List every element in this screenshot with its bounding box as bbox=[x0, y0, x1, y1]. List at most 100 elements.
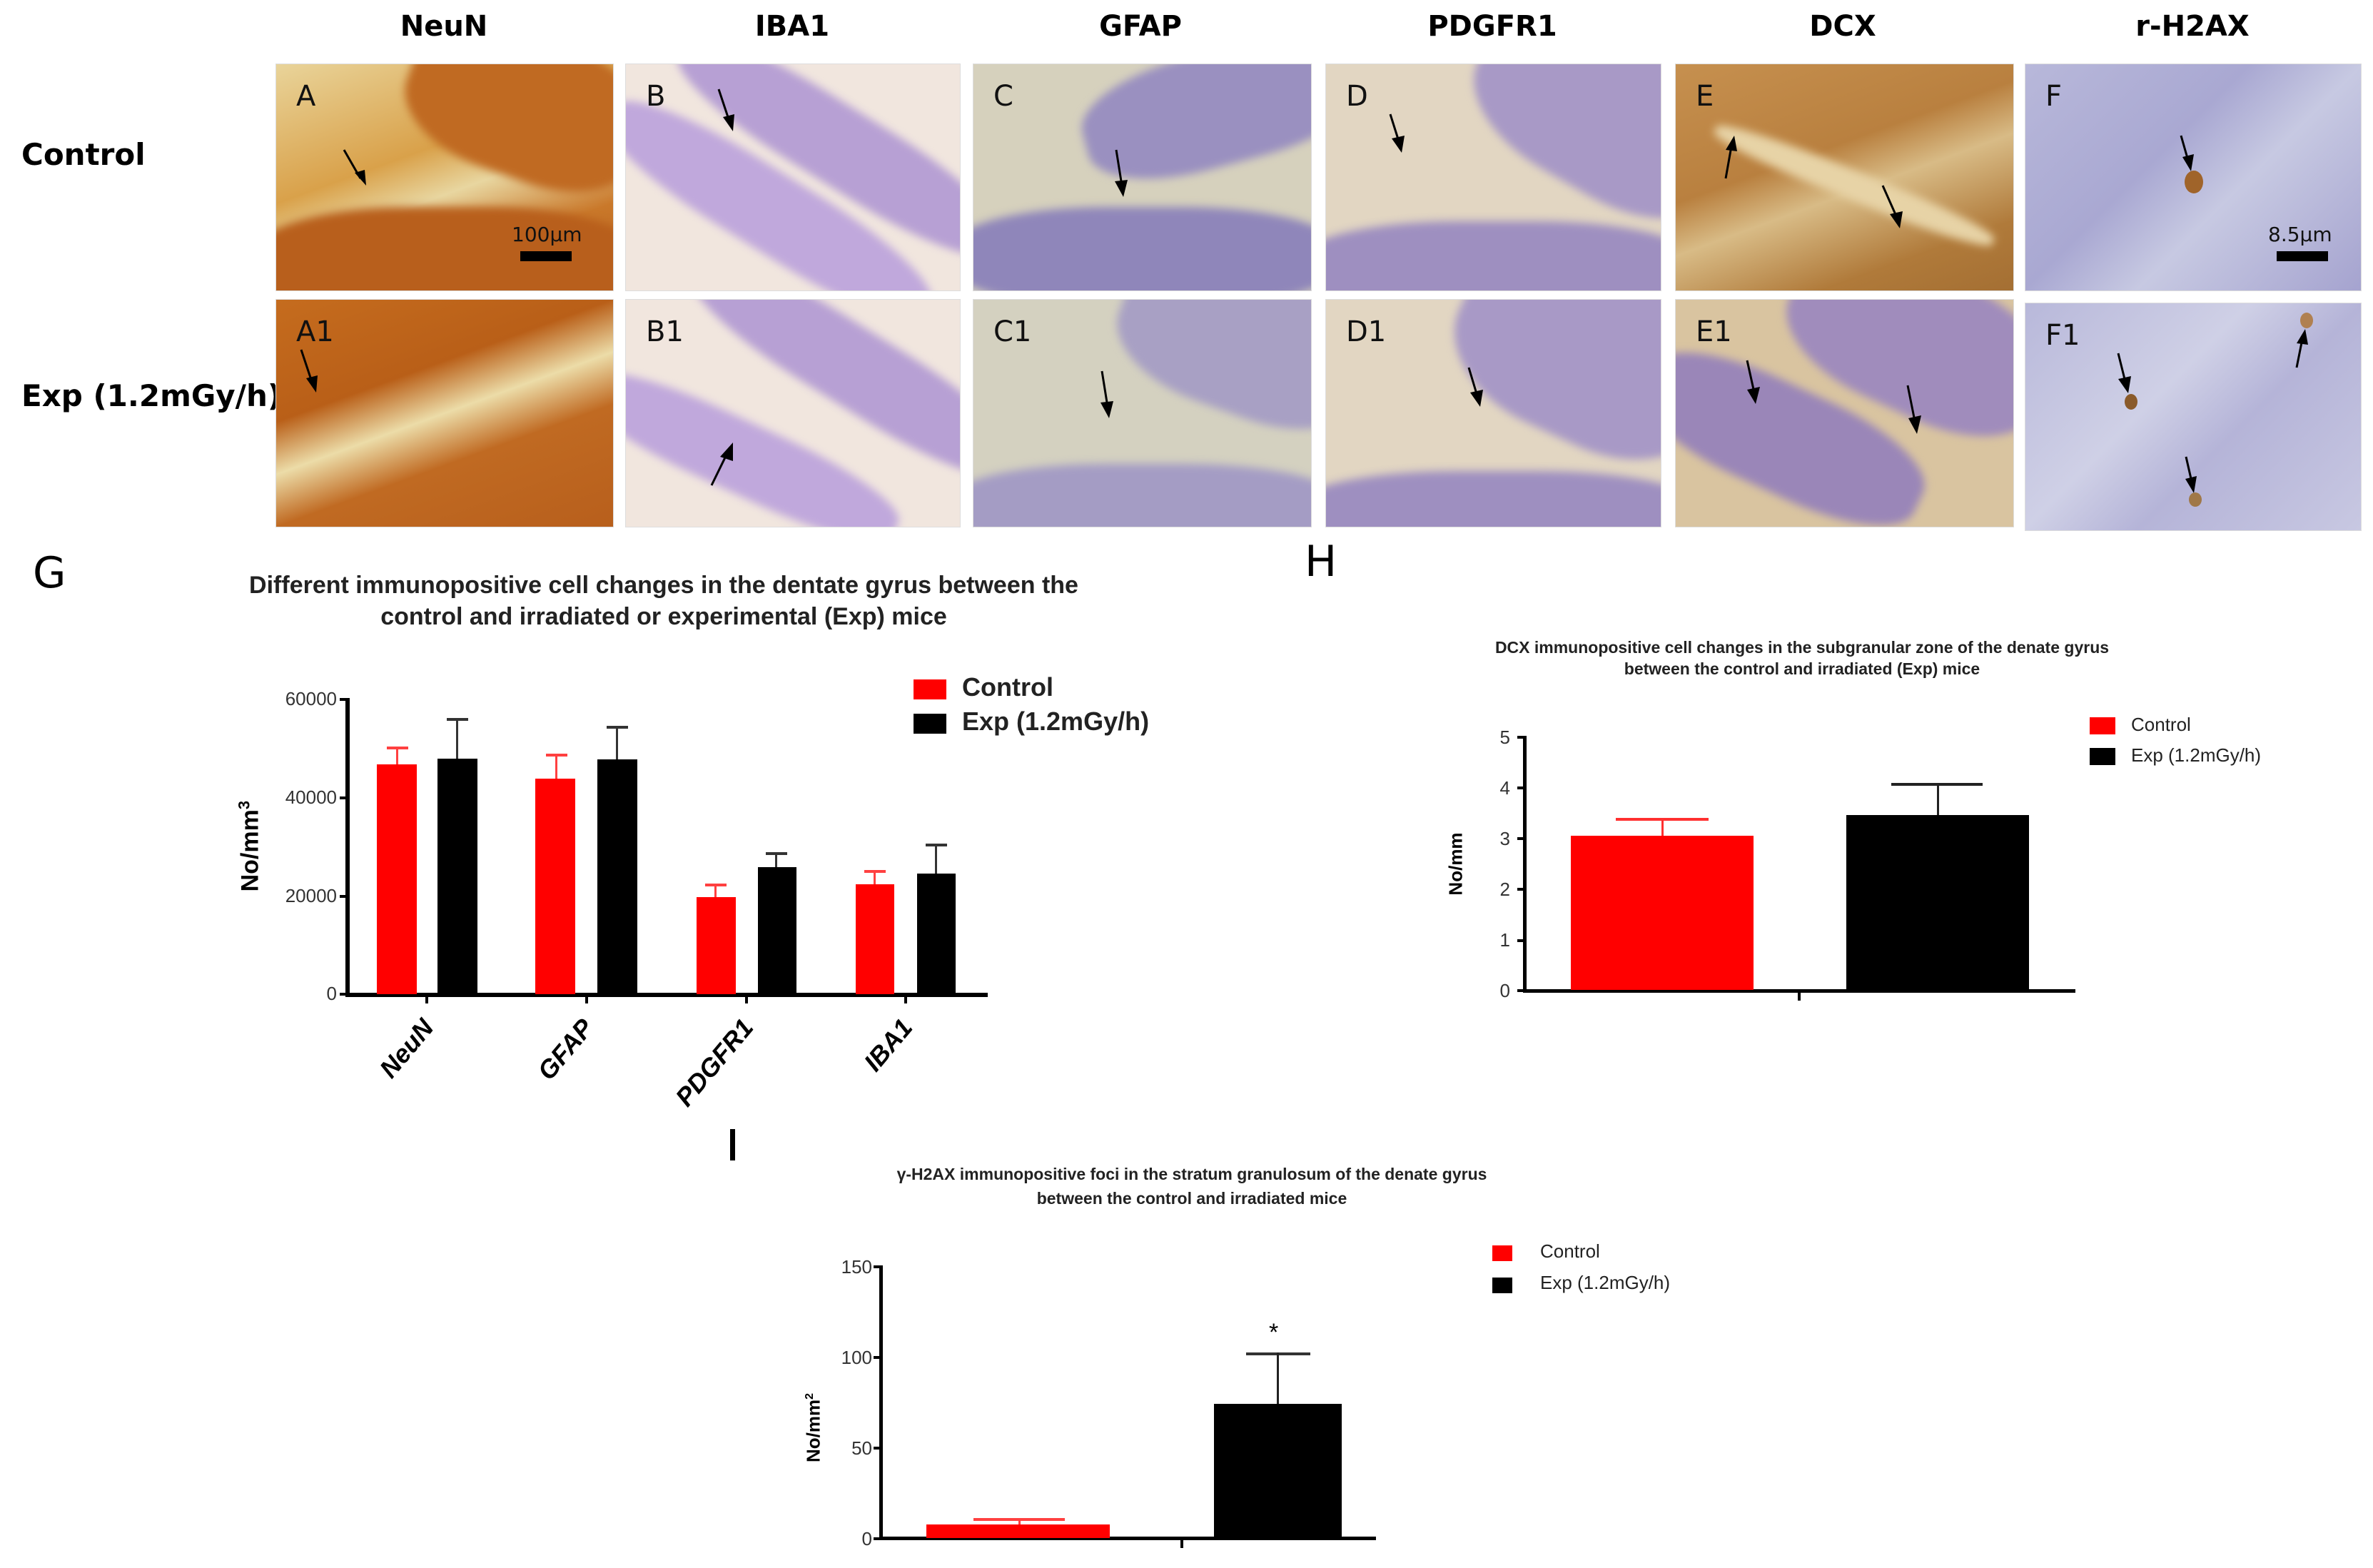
micrograph-a: A 100µm bbox=[275, 64, 614, 291]
y-tick-label: 20000 bbox=[285, 885, 337, 906]
y-tick bbox=[874, 1447, 882, 1450]
x-tick bbox=[904, 996, 907, 1003]
scale-bar-label: 100µm bbox=[512, 223, 582, 246]
y-axis bbox=[1523, 736, 1527, 993]
micrograph-e: E bbox=[1675, 64, 2014, 291]
error-bar bbox=[1661, 818, 1664, 836]
micrograph-f1: F1 bbox=[2025, 303, 2362, 531]
y-tick-label: 5 bbox=[1499, 727, 1510, 748]
chart-i-title-line1: γ-H2AX immunopositive foci in the stratu… bbox=[896, 1165, 1487, 1183]
y-tick-label: 1 bbox=[1499, 929, 1510, 951]
tissue-band bbox=[973, 207, 1311, 290]
micrograph-f: F 8.5µm bbox=[2025, 64, 2362, 291]
bar-pdgfr1-control bbox=[697, 897, 736, 994]
bar-neun-exp bbox=[437, 759, 477, 994]
chart-i-title: γ-H2AX immunopositive foci in the stratu… bbox=[785, 1162, 1599, 1210]
y-tick bbox=[1517, 939, 1526, 942]
bar-neun-control bbox=[377, 764, 417, 994]
y-tick-label: 0 bbox=[1499, 980, 1510, 1001]
x-tick bbox=[745, 996, 748, 1003]
arrow-icon bbox=[717, 88, 734, 131]
legend-swatch-control bbox=[2090, 717, 2115, 734]
panel-letter: B1 bbox=[646, 315, 684, 348]
y-tick bbox=[1517, 837, 1526, 840]
error-bar bbox=[935, 844, 937, 874]
arrow-icon bbox=[1746, 360, 1921, 434]
micrograph-b: B bbox=[625, 64, 961, 291]
bar-pdgfr1-exp bbox=[758, 867, 796, 994]
tissue-band bbox=[1326, 221, 1661, 290]
arrow-icon bbox=[1467, 367, 1483, 407]
panel-letter: E1 bbox=[1696, 315, 1732, 348]
scale-bar-label: 8.5µm bbox=[2268, 223, 2332, 246]
y-tick bbox=[874, 1265, 882, 1268]
y-tick-label: 3 bbox=[1499, 828, 1510, 849]
y-axis-label: No/mm bbox=[1444, 832, 1467, 896]
tissue-band bbox=[276, 207, 613, 290]
column-header-neun: NeuN bbox=[400, 10, 488, 43]
y-axis-label-text: No/mm bbox=[802, 1399, 824, 1463]
y-tick bbox=[1517, 888, 1526, 891]
y-tick bbox=[1517, 786, 1526, 789]
x-axis bbox=[1523, 989, 2075, 993]
y-tick bbox=[340, 993, 348, 996]
chart-g-title-line2: control and irradiated or experimental (… bbox=[380, 603, 947, 630]
bar-iba1-exp bbox=[917, 874, 956, 994]
arrow-icon bbox=[1724, 136, 1903, 228]
panel-letter: C bbox=[993, 80, 1013, 113]
bar-gfap-exp bbox=[597, 759, 637, 994]
y-axis-label: No/mm2 bbox=[803, 1357, 825, 1499]
error-bar bbox=[1937, 783, 1939, 816]
panel-letter-g: G bbox=[33, 548, 66, 598]
bar-iba1-control bbox=[856, 884, 894, 994]
chart-h-title-line2: between the control and irradiated (Exp)… bbox=[1624, 659, 1980, 678]
y-tick-label: 150 bbox=[841, 1256, 872, 1278]
y-tick-label: 100 bbox=[841, 1347, 872, 1368]
panel-letter: A1 bbox=[296, 315, 334, 348]
y-axis-label: No/mm3 bbox=[235, 775, 264, 918]
row-label-exp: Exp (1.2mGy/h) bbox=[21, 378, 282, 413]
y-tick bbox=[874, 1356, 882, 1359]
chart-g-title-line1: Different immunopositive cell changes in… bbox=[249, 572, 1078, 599]
error-bar bbox=[616, 726, 618, 760]
y-tick-label: 40000 bbox=[285, 786, 337, 808]
y-tick bbox=[340, 895, 348, 898]
legend-swatch-control bbox=[914, 679, 946, 699]
error-bar bbox=[874, 870, 876, 885]
scale-bar bbox=[2277, 251, 2328, 261]
micrograph-a1: A1 bbox=[275, 299, 614, 527]
y-axis-label-sup: 3 bbox=[235, 800, 253, 810]
arrow-icon bbox=[343, 149, 366, 186]
legend-swatch-control bbox=[1492, 1245, 1512, 1261]
row-label-control: Control bbox=[21, 137, 146, 172]
y-tick bbox=[874, 1537, 882, 1540]
y-axis bbox=[345, 698, 350, 996]
micrograph-c: C bbox=[973, 64, 1312, 291]
x-tick bbox=[585, 996, 588, 1003]
tissue-band bbox=[1326, 471, 1661, 527]
error-bar bbox=[1018, 1518, 1021, 1525]
error-bar bbox=[456, 718, 458, 759]
y-axis-label-sup: 2 bbox=[803, 1392, 816, 1400]
y-axis-label-text: No/mm bbox=[236, 809, 264, 892]
error-bar bbox=[714, 884, 717, 898]
x-tick bbox=[1798, 992, 1801, 1001]
y-axis bbox=[879, 1265, 883, 1539]
x-axis bbox=[879, 1537, 1376, 1540]
panel-letter: A bbox=[296, 80, 316, 113]
panel-letter: D bbox=[1346, 80, 1368, 113]
arrow-icon bbox=[1101, 370, 1113, 418]
x-tick bbox=[1180, 1539, 1183, 1548]
column-header-gfap: GFAP bbox=[1099, 10, 1182, 43]
panel-letter: D1 bbox=[1346, 315, 1387, 348]
arrow-icon bbox=[2117, 313, 2313, 507]
panel-letter: F1 bbox=[2045, 319, 2080, 352]
arrow-icon bbox=[2180, 135, 2203, 193]
x-category-label: NeuN bbox=[373, 1013, 440, 1083]
y-tick-label: 0 bbox=[861, 1528, 872, 1549]
chart-h-title: DCX immunopositive cell changes in the s… bbox=[1377, 637, 2227, 679]
arrow-icon bbox=[300, 349, 318, 393]
micrograph-b1: B1 bbox=[625, 299, 961, 527]
column-header-pdgfr1: PDGFR1 bbox=[1427, 10, 1557, 43]
micrograph-c1: C1 bbox=[973, 299, 1312, 527]
